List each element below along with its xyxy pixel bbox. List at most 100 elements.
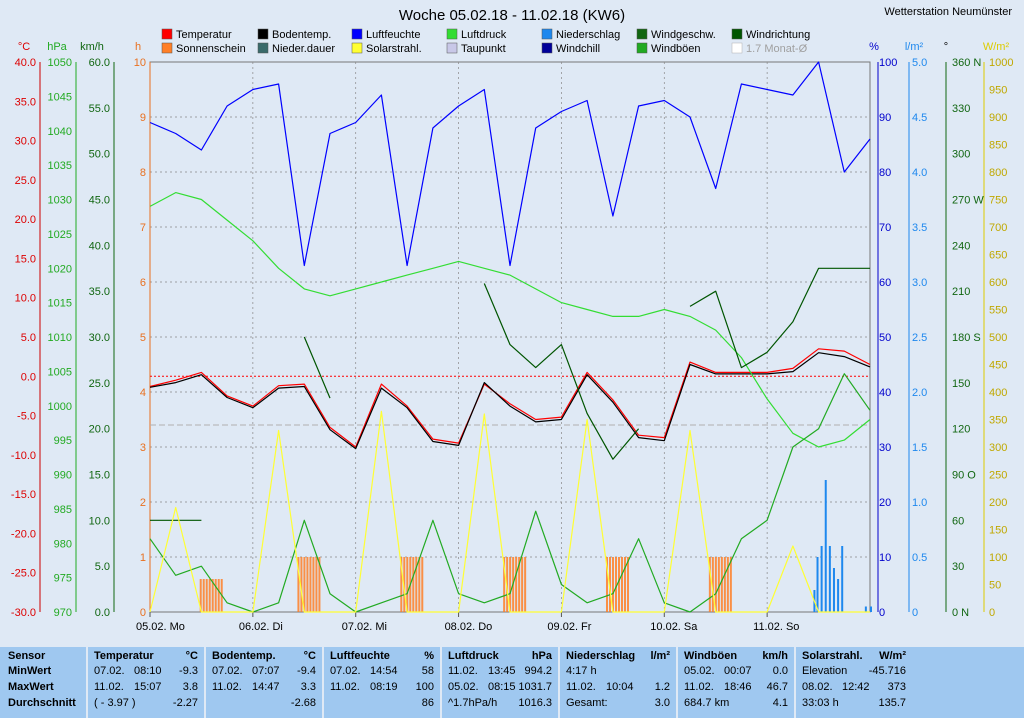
stats-time: 12:42 <box>842 681 870 693</box>
pressure-tick-label: 1045 <box>48 91 72 103</box>
humidity-tick-label: 80 <box>879 167 891 179</box>
stats-unit: l/m² <box>650 650 670 662</box>
stats-value: 0.0 <box>772 665 788 677</box>
stats-value: 1.2 <box>654 681 670 693</box>
temp-tick-label: 10.0 <box>15 293 36 305</box>
temp-tick-label: 0.0 <box>21 371 36 383</box>
stats-label-max: MaxWert <box>8 681 54 693</box>
stats-value: -45.716 <box>868 665 906 677</box>
stats-date-or-info: Elevation <box>802 665 848 677</box>
pressure-tick-label: 1010 <box>48 332 72 344</box>
solar-tick-label: 250 <box>989 470 1007 482</box>
solar-tick-label: 950 <box>989 85 1007 97</box>
rain-bar <box>870 606 872 612</box>
direction-tick-label: 180 S <box>952 332 981 344</box>
direction-tick-label: 90 O <box>952 470 976 482</box>
legend-label: Windgeschw. <box>651 29 716 41</box>
temp-tick-label: -20.0 <box>11 528 36 540</box>
axis-unit: km/h <box>80 41 104 53</box>
sun-tick-label: 6 <box>140 277 146 289</box>
stats-date-or-info: ( - 3.97 ) <box>94 697 136 709</box>
stats-date-or-info: 08.02. <box>802 681 833 693</box>
rain-tick-label: 3.0 <box>912 277 927 289</box>
sunshine-bar <box>297 557 300 612</box>
direction-tick-label: 270 W <box>952 195 984 207</box>
solar-tick-label: 200 <box>989 497 1007 509</box>
humidity-tick-label: 30 <box>879 442 891 454</box>
rain-tick-label: 4.5 <box>912 112 927 124</box>
legend-swatch <box>541 42 553 54</box>
rain-tick-label: 2.0 <box>912 387 927 399</box>
solar-tick-label: 100 <box>989 552 1007 564</box>
wind-tick-label: 55.0 <box>89 103 110 115</box>
legend-swatch <box>636 42 648 54</box>
plot-area <box>149 61 872 613</box>
stats-unit: % <box>424 650 434 662</box>
solar-tick-label: 800 <box>989 167 1007 179</box>
solar-tick-label: 50 <box>989 580 1001 592</box>
sun-tick-label: 1 <box>140 552 146 564</box>
temp-tick-label: 20.0 <box>15 214 36 226</box>
wind-tick-label: 40.0 <box>89 240 110 252</box>
stats-sensor-name: Luftdruck <box>448 650 499 662</box>
stats-unit: °C <box>185 650 198 662</box>
stats-value: 1016.3 <box>518 697 552 709</box>
stats-time: 18:46 <box>724 681 752 693</box>
sunshine-bar <box>506 557 509 612</box>
pressure-tick-label: 1025 <box>48 229 72 241</box>
rain-bar <box>832 568 835 612</box>
legend-label: Nieder.dauer <box>272 43 335 55</box>
rain-bar <box>828 546 831 612</box>
legend-label: Luftdruck <box>461 29 507 41</box>
pressure-tick-label: 1040 <box>48 126 72 138</box>
legend-label: Temperatur <box>176 29 232 41</box>
direction-tick-label: 240 <box>952 240 970 252</box>
chart-title: Woche 05.02.18 - 11.02.18 (KW6) <box>399 7 625 24</box>
axis-unit: °C <box>18 41 30 53</box>
legend-swatch <box>446 28 458 40</box>
sunshine-bar <box>303 557 306 612</box>
stats-sensor-name: Windböen <box>684 650 738 662</box>
stats-value: 3.3 <box>300 681 316 693</box>
direction-tick-label: 60 <box>952 515 964 527</box>
sunshine-bar <box>624 557 626 612</box>
solar-tick-label: 700 <box>989 222 1007 234</box>
legend-label: Windchill <box>556 43 600 55</box>
sunshine-bar <box>309 557 312 612</box>
stats-unit: W/m² <box>879 650 906 662</box>
stats-date-or-info: 05.02. <box>684 665 715 677</box>
temp-tick-label: 30.0 <box>15 136 36 148</box>
sunshine-bar <box>729 557 732 612</box>
sunshine-bar <box>312 557 315 612</box>
wind-tick-label: 15.0 <box>89 470 110 482</box>
sunshine-bar <box>621 557 623 612</box>
sunshine-bar <box>412 557 415 612</box>
rain-tick-label: 0 <box>912 607 918 619</box>
wind-tick-label: 35.0 <box>89 286 110 298</box>
humidity-tick-label: 50 <box>879 332 891 344</box>
legend-label: Niederschlag <box>556 29 620 41</box>
x-tick-label: 11.02. So <box>753 621 799 633</box>
wind-tick-label: 0.0 <box>95 607 110 619</box>
axis-unit: hPa <box>47 41 67 53</box>
temp-tick-label: -5.0 <box>17 411 36 423</box>
x-tick-label: 09.02. Fr <box>547 621 591 633</box>
x-tick-label: 07.02. Mi <box>342 621 387 633</box>
solar-tick-label: 1000 <box>989 57 1013 69</box>
stats-date-or-info: 33:03 h <box>802 697 839 709</box>
legend-label: Windböen <box>651 43 701 55</box>
stats-unit: °C <box>303 650 316 662</box>
sun-tick-label: 5 <box>140 332 146 344</box>
stats-value: -9.3 <box>179 665 198 677</box>
direction-tick-label: 210 <box>952 286 970 298</box>
rain-tick-label: 4.0 <box>912 167 927 179</box>
sunshine-bar <box>202 579 205 612</box>
sunshine-bar <box>421 557 424 612</box>
stats-date-or-info: 11.02. <box>94 681 124 693</box>
axis-unit: h <box>135 41 141 53</box>
sunshine-bar <box>211 579 214 612</box>
temp-tick-label: -15.0 <box>11 489 36 501</box>
direction-tick-label: 120 <box>952 424 970 436</box>
pressure-tick-label: 975 <box>54 573 72 585</box>
sun-tick-label: 9 <box>140 112 146 124</box>
